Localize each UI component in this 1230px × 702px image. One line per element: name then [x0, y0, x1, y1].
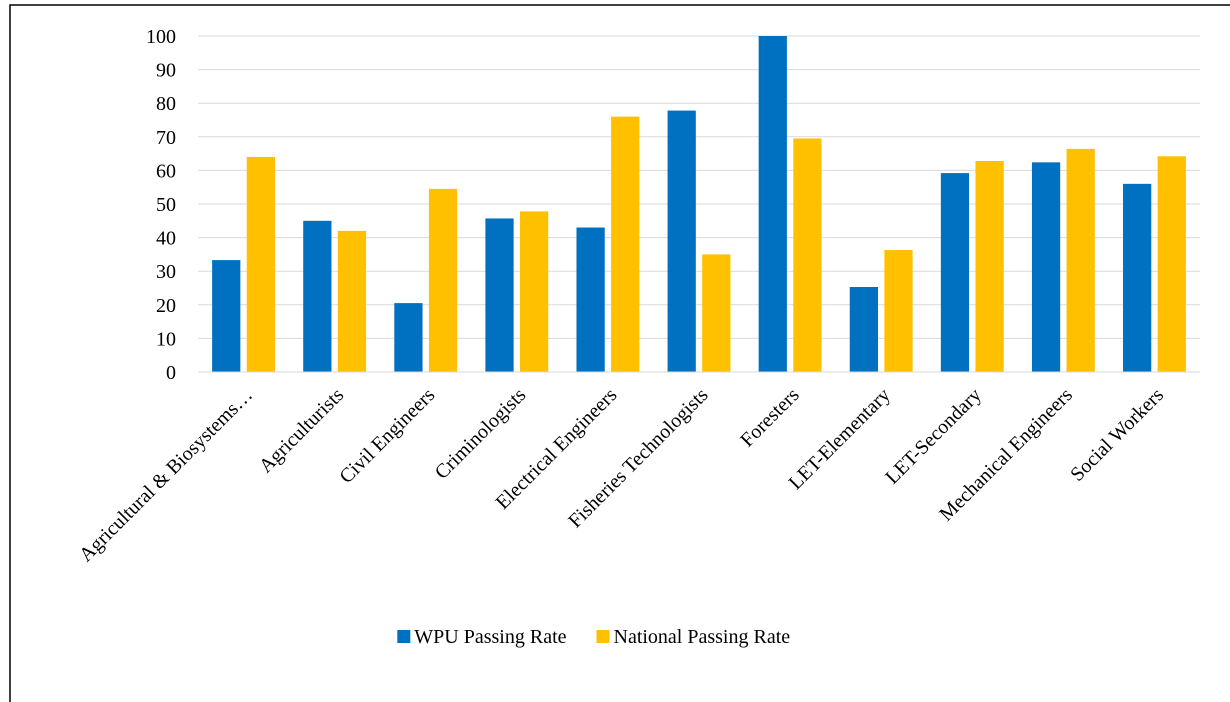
bar — [975, 160, 1004, 372]
bar — [758, 36, 787, 372]
x-tick-label: Civil Engineers — [335, 384, 439, 488]
bar — [428, 188, 458, 372]
bar — [702, 254, 731, 372]
legend-swatch — [397, 630, 411, 643]
y-tick-label: 10 — [156, 328, 176, 350]
bar — [485, 218, 514, 372]
x-tick-label: Social Workers — [1066, 384, 1168, 486]
x-tick-label: Agricultural & Biosystems… — [75, 384, 257, 566]
bar — [849, 286, 878, 372]
y-tick-label: 100 — [146, 26, 176, 48]
bar — [394, 303, 423, 372]
bar — [884, 250, 913, 372]
y-tick-label: 30 — [156, 261, 176, 283]
y-tick-label: 60 — [156, 160, 176, 182]
x-tick-label: Agriculturists — [255, 384, 348, 477]
y-tick-label: 80 — [156, 93, 176, 115]
bar — [337, 230, 367, 372]
bar — [520, 211, 549, 372]
bar — [246, 156, 275, 372]
bar — [303, 220, 332, 372]
frame — [9, 4, 1230, 702]
bar — [940, 173, 970, 372]
bar — [1157, 156, 1186, 372]
y-tick-label: 20 — [156, 295, 176, 317]
y-tick-label: 0 — [166, 362, 176, 384]
y-tick-label: 70 — [156, 127, 176, 149]
bar — [1123, 183, 1152, 372]
y-tick-label: 50 — [156, 194, 176, 216]
y-tick-label: 90 — [156, 60, 176, 82]
bar — [611, 116, 640, 372]
legend-label: WPU Passing Rate — [414, 626, 566, 648]
x-tick-label: Criminologists — [431, 384, 531, 484]
bar — [1066, 148, 1095, 372]
x-tick-label: LET-Secondary — [881, 384, 986, 489]
legend-swatch — [596, 630, 610, 643]
bar — [576, 227, 605, 372]
bar — [667, 110, 696, 372]
bar — [212, 260, 241, 372]
bar — [793, 138, 822, 372]
bar — [1031, 162, 1061, 372]
x-tick-label: Foresters — [736, 384, 804, 452]
legend-label: National Passing Rate — [614, 626, 791, 648]
y-tick-label: 40 — [156, 228, 176, 250]
